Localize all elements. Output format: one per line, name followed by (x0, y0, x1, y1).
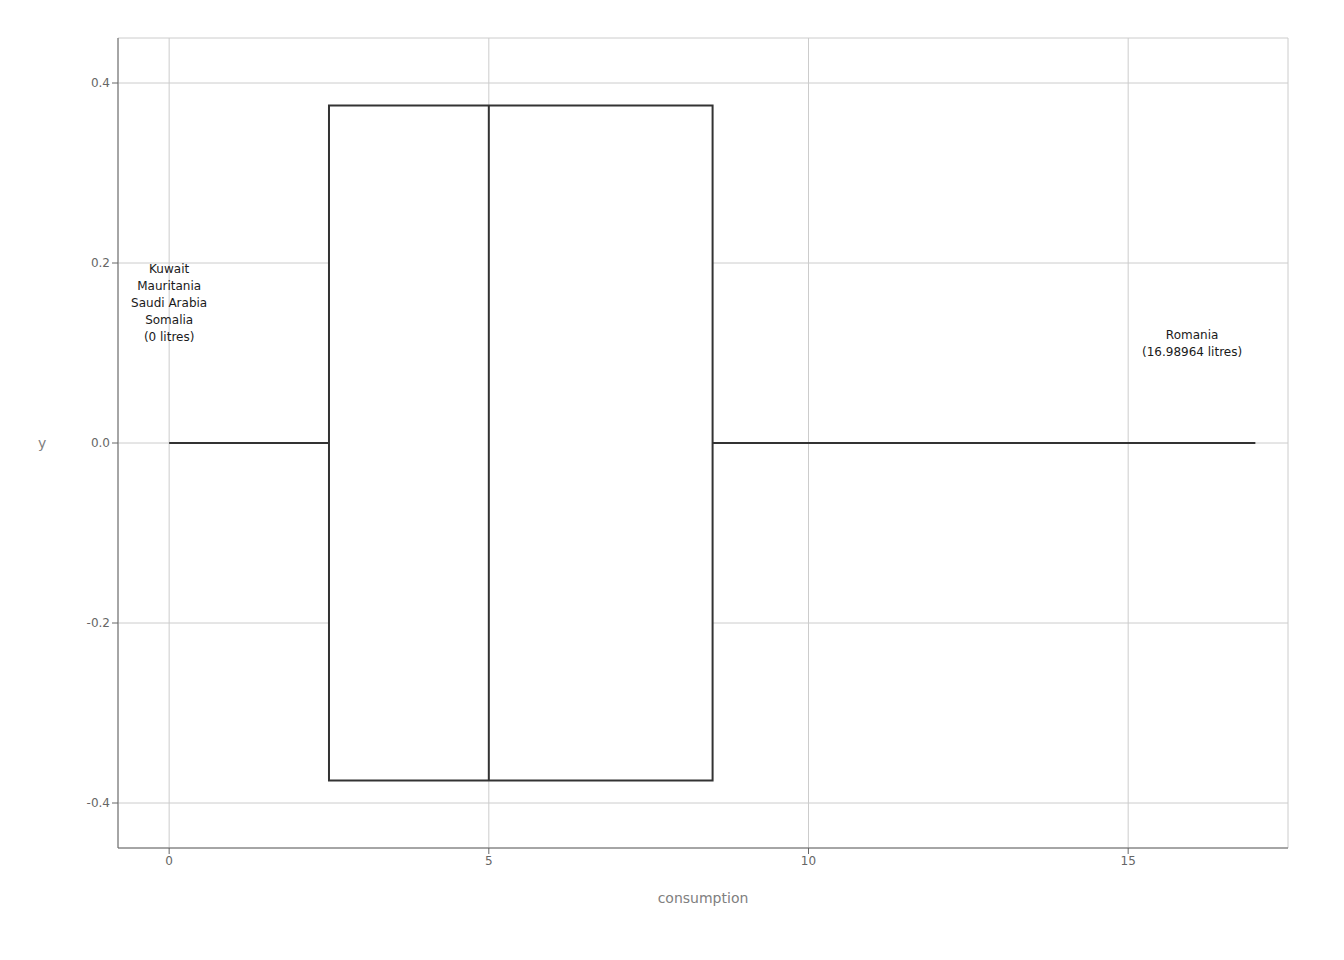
svg-text:0.4: 0.4 (91, 76, 110, 90)
svg-text:-0.4: -0.4 (87, 796, 110, 810)
svg-text:0.2: 0.2 (91, 256, 110, 270)
svg-text:0.0: 0.0 (91, 436, 110, 450)
svg-text:0: 0 (165, 854, 173, 868)
svg-text:-0.2: -0.2 (87, 616, 110, 630)
svg-text:15: 15 (1121, 854, 1136, 868)
svg-text:5: 5 (485, 854, 493, 868)
svg-text:y: y (38, 435, 46, 451)
svg-text:Romania(16.98964 litres): Romania(16.98964 litres) (1142, 328, 1242, 359)
svg-text:consumption: consumption (658, 890, 749, 906)
svg-text:10: 10 (801, 854, 816, 868)
svg-text:KuwaitMauritaniaSaudi ArabiaSo: KuwaitMauritaniaSaudi ArabiaSomalia(0 li… (131, 262, 207, 343)
